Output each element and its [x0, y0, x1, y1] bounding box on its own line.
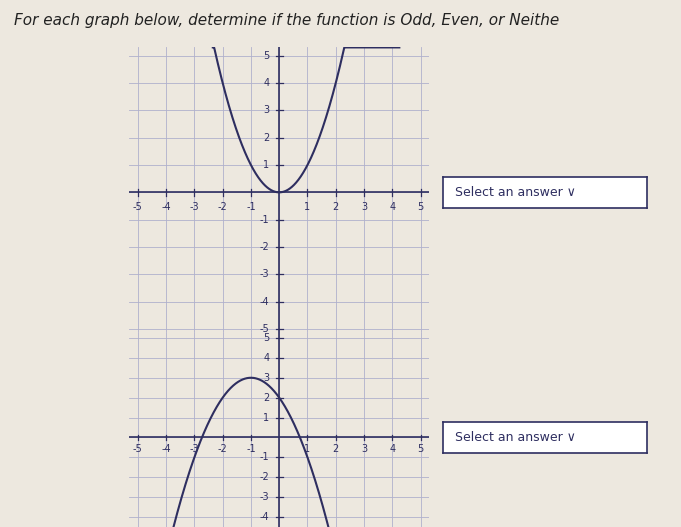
Text: -2: -2 — [259, 242, 269, 252]
Text: -5: -5 — [133, 444, 143, 454]
Text: 5: 5 — [263, 51, 269, 61]
Text: For each graph below, determine if the function is Odd, Even, or Neithe: For each graph below, determine if the f… — [14, 13, 559, 28]
Text: 3: 3 — [263, 105, 269, 115]
Text: -5: -5 — [259, 324, 269, 334]
Text: -1: -1 — [259, 452, 269, 462]
Text: 3: 3 — [361, 444, 367, 454]
Text: 2: 2 — [332, 444, 339, 454]
Text: -2: -2 — [259, 472, 269, 482]
Text: 2: 2 — [263, 133, 269, 143]
Text: -2: -2 — [218, 444, 227, 454]
Text: 1: 1 — [304, 444, 311, 454]
Text: -1: -1 — [259, 214, 269, 225]
Text: -2: -2 — [218, 202, 227, 212]
Text: 5: 5 — [417, 444, 424, 454]
Text: -3: -3 — [189, 202, 200, 212]
Text: -1: -1 — [246, 444, 256, 454]
Text: Select an answer ∨: Select an answer ∨ — [455, 186, 575, 199]
Text: -5: -5 — [133, 202, 143, 212]
Text: -3: -3 — [259, 269, 269, 279]
Text: -4: -4 — [161, 202, 171, 212]
Text: -4: -4 — [259, 512, 269, 522]
Text: 4: 4 — [390, 444, 396, 454]
Text: -3: -3 — [259, 492, 269, 502]
Text: 5: 5 — [417, 202, 424, 212]
Text: -4: -4 — [259, 297, 269, 307]
Text: 4: 4 — [263, 78, 269, 88]
Text: 1: 1 — [304, 202, 311, 212]
Text: 1: 1 — [263, 160, 269, 170]
Text: -3: -3 — [189, 444, 200, 454]
Text: 2: 2 — [332, 202, 339, 212]
Text: 1: 1 — [263, 413, 269, 423]
Text: 5: 5 — [263, 333, 269, 343]
Text: 4: 4 — [263, 353, 269, 363]
Text: 3: 3 — [361, 202, 367, 212]
Text: 4: 4 — [390, 202, 396, 212]
Text: 3: 3 — [263, 373, 269, 383]
Text: -4: -4 — [161, 444, 171, 454]
Text: -1: -1 — [246, 202, 256, 212]
Text: Select an answer ∨: Select an answer ∨ — [455, 431, 575, 444]
Text: 2: 2 — [263, 393, 269, 403]
